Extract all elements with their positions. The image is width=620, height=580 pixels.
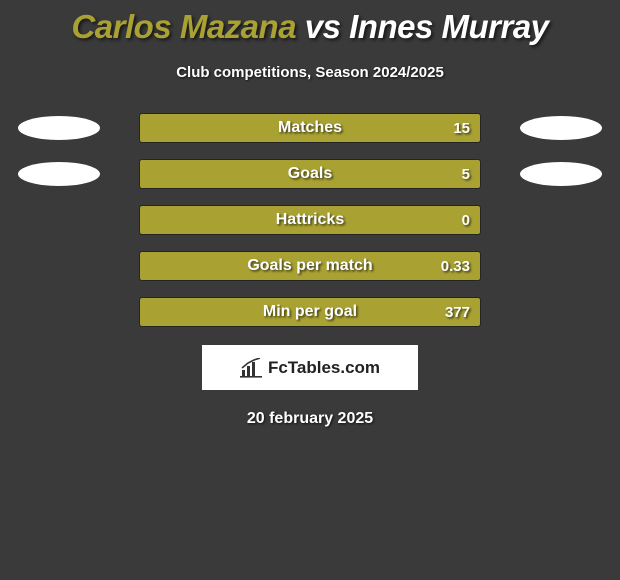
subtitle: Club competitions, Season 2024/2025 xyxy=(0,64,620,81)
stat-row: Goals per match0.33 xyxy=(0,251,620,281)
stat-bar: Goals5 xyxy=(139,159,481,189)
stats-area: Matches15 Goals5 Hattricks0 Goals per match… xyxy=(0,113,620,327)
stat-bar: Min per goal377 xyxy=(139,297,481,327)
stat-label: Min per goal xyxy=(140,298,480,326)
stat-row: Matches15 xyxy=(0,113,620,143)
brand-text: FcTables.com xyxy=(268,358,380,378)
stat-bar: Goals per match0.33 xyxy=(139,251,481,281)
stat-value: 15 xyxy=(453,114,470,142)
stat-value: 377 xyxy=(445,298,470,326)
page-title: Carlos Mazana vs Innes Murray xyxy=(0,0,620,46)
stat-label: Hattricks xyxy=(140,206,480,234)
stat-label: Goals per match xyxy=(140,252,480,280)
placeholder-ellipse-left xyxy=(18,162,100,186)
date-text: 20 february 2025 xyxy=(0,410,620,428)
stat-label: Matches xyxy=(140,114,480,142)
stat-row: Min per goal377 xyxy=(0,297,620,327)
stat-value: 0.33 xyxy=(441,252,470,280)
comparison-infographic: Carlos Mazana vs Innes Murray Club compe… xyxy=(0,0,620,580)
stat-bar: Matches15 xyxy=(139,113,481,143)
vs-text: vs xyxy=(305,8,341,45)
player2-name: Innes Murray xyxy=(349,8,548,45)
placeholder-ellipse-right xyxy=(520,116,602,140)
brand-box: FcTables.com xyxy=(202,345,418,390)
placeholder-ellipse-right xyxy=(520,162,602,186)
player1-name: Carlos Mazana xyxy=(71,8,296,45)
stat-label: Goals xyxy=(140,160,480,188)
stat-row: Goals5 xyxy=(0,159,620,189)
chart-icon xyxy=(240,358,264,378)
stat-row: Hattricks0 xyxy=(0,205,620,235)
stat-bar: Hattricks0 xyxy=(139,205,481,235)
placeholder-ellipse-left xyxy=(18,116,100,140)
stat-value: 0 xyxy=(462,206,470,234)
stat-value: 5 xyxy=(462,160,470,188)
